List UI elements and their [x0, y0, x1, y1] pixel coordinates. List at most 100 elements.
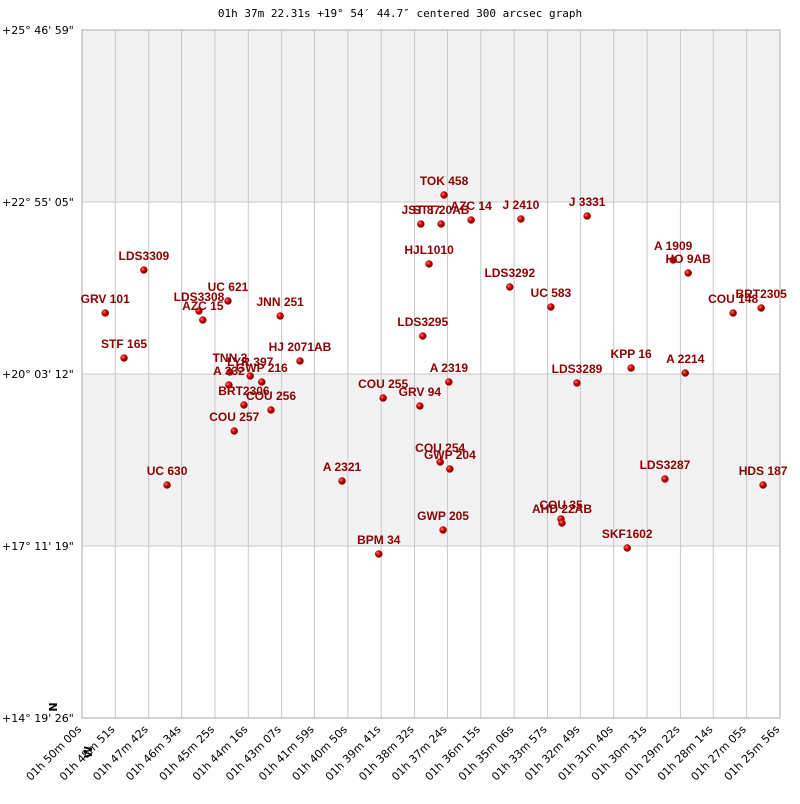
- star-label: LYR 397: [227, 355, 274, 369]
- star: [627, 364, 635, 372]
- star: [375, 550, 383, 558]
- star-label: BRT2305: [735, 287, 787, 301]
- star: [224, 297, 232, 305]
- star-label: A 2214: [666, 352, 705, 366]
- star: [296, 357, 304, 365]
- star: [120, 354, 128, 362]
- star-label: JNN 251: [256, 295, 304, 309]
- star: [240, 401, 248, 409]
- star-label: TNN 3: [213, 351, 248, 365]
- star: [338, 477, 346, 485]
- star: [258, 378, 266, 386]
- star: [547, 303, 555, 311]
- chart-title: 01h 37m 22.31s +19° 54′ 44.7″ centered 3…: [218, 7, 582, 20]
- star: [425, 260, 433, 268]
- grid-band: [82, 374, 780, 547]
- star-label: HO 9AB: [665, 252, 711, 266]
- star-label: J 3331: [569, 195, 606, 209]
- star: [140, 266, 148, 274]
- star-label: A 2319: [430, 361, 469, 375]
- star-label: STT 20AB: [413, 203, 470, 217]
- star-label: A 332: [213, 364, 245, 378]
- star-label: GWP 204: [424, 448, 476, 462]
- star: [446, 465, 454, 473]
- star: [583, 212, 591, 220]
- star: [506, 283, 514, 291]
- star-label: UC 583: [531, 286, 572, 300]
- y-tick-label: +14° 19' 26": [2, 712, 74, 725]
- star-label: GRV 101: [81, 292, 130, 306]
- star: [558, 519, 566, 527]
- star-label: GWP 216: [236, 361, 288, 375]
- star: [437, 220, 445, 228]
- star: [684, 269, 692, 277]
- star-label: COU 35: [539, 498, 583, 512]
- star: [417, 220, 425, 228]
- star-label: A 2321: [323, 460, 362, 474]
- star: [436, 458, 444, 466]
- star-label: COU 255: [358, 377, 408, 391]
- star: [669, 256, 677, 264]
- star-label: UC 621: [208, 280, 249, 294]
- y-tick-label: +25° 46' 59": [2, 24, 74, 37]
- star-label: LDS3309: [119, 249, 170, 263]
- star: [623, 544, 632, 552]
- star: [440, 191, 448, 199]
- star: [246, 372, 254, 380]
- star-label: COU 148: [708, 292, 758, 306]
- star-label: COU 256: [246, 389, 296, 403]
- star: [573, 379, 581, 387]
- star: [759, 481, 767, 489]
- compass-north: N: [47, 702, 60, 711]
- star-label: LDS3295: [397, 315, 448, 329]
- star: [276, 312, 284, 320]
- star: [199, 316, 207, 324]
- star: [419, 332, 427, 340]
- star-label: BRT2306: [218, 384, 270, 398]
- star: [230, 427, 239, 435]
- star-label: COU 254: [415, 441, 465, 455]
- star: [195, 307, 203, 315]
- star: [225, 381, 233, 389]
- star: [661, 475, 669, 483]
- star: [467, 216, 475, 224]
- star-label: AZC 14: [450, 199, 492, 213]
- star-label: HDS 187: [739, 464, 788, 478]
- star-label: COU 257: [209, 410, 259, 424]
- star-label: TOK 458: [420, 174, 469, 188]
- y-tick-label: +20° 03' 12": [2, 368, 74, 381]
- plot-background: [81, 29, 781, 719]
- star-label: UC 630: [147, 464, 188, 478]
- star-label: KPP 16: [611, 347, 652, 361]
- star: [379, 394, 387, 402]
- star: [517, 215, 525, 223]
- star-label: GWP 205: [417, 509, 469, 523]
- star-label: LDS3289: [552, 362, 603, 376]
- y-tick-label: +17° 11' 19": [2, 540, 74, 553]
- star: [757, 304, 765, 312]
- star-label: J 2410: [503, 198, 540, 212]
- star: [101, 309, 109, 317]
- star-label: BPM 34: [357, 533, 401, 547]
- y-tick-label: +22° 55' 05": [2, 196, 74, 209]
- star-label: AHD 22AB: [532, 502, 592, 516]
- star: [267, 406, 275, 414]
- star-label: AZC 15: [182, 299, 224, 313]
- star: [163, 481, 171, 489]
- star-label: LDS3308: [174, 290, 225, 304]
- grid-band: [82, 30, 780, 203]
- compass-west: W: [82, 746, 95, 758]
- star: [681, 369, 690, 377]
- star: [729, 309, 737, 317]
- star-label: HJL1010: [404, 243, 454, 257]
- star-label: GRV 94: [399, 385, 442, 399]
- star-label: A 1909: [654, 239, 693, 253]
- star-label: LDS3287: [640, 458, 691, 472]
- star: [439, 526, 447, 534]
- star-label: LDS3292: [484, 266, 535, 280]
- star-label: SKF1602: [602, 527, 653, 541]
- star: [226, 368, 234, 376]
- star-label: HJ 2071AB: [269, 340, 332, 354]
- star-label: JST 87: [401, 203, 440, 217]
